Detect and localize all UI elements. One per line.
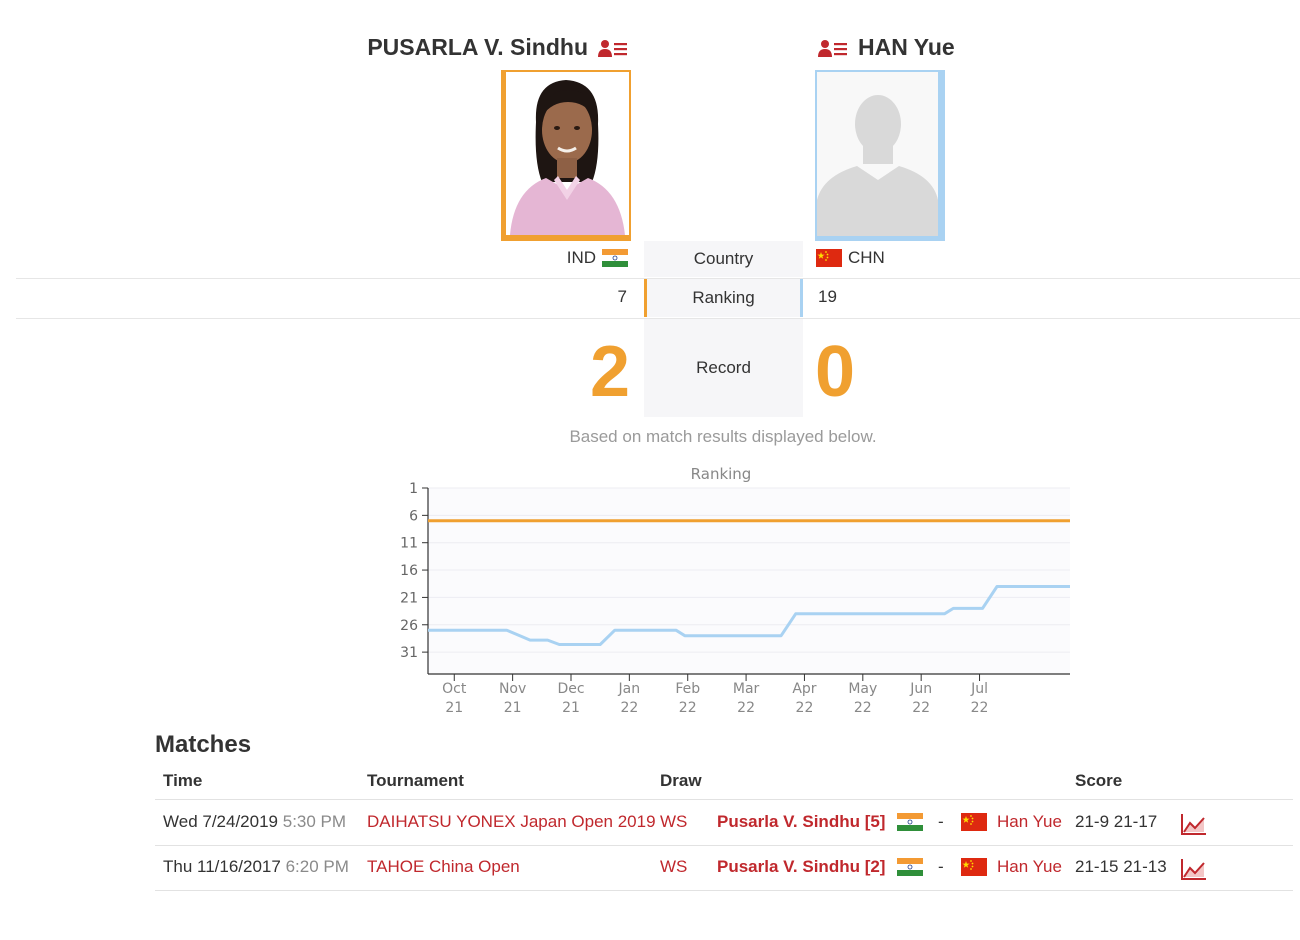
- chart-y-tick-label: 21: [400, 590, 418, 606]
- chart-x-tick-year: 22: [971, 700, 989, 716]
- ranking-chart: Ranking161116212631Oct21Nov21Dec21Jan22F…: [400, 465, 1070, 716]
- chart-x-tick-month: Nov: [499, 681, 526, 697]
- chart-x-tick-month: Apr: [792, 681, 816, 697]
- player2-country-code: CHN: [848, 248, 885, 267]
- player1-record: 2: [589, 332, 630, 412]
- china-flag-icon: [961, 813, 987, 831]
- player2-record: 0: [815, 332, 856, 412]
- chart-x-tick-month: Mar: [733, 681, 760, 697]
- player1-profile-icon[interactable]: [598, 38, 628, 58]
- match-time: 5:30 PM: [282, 812, 347, 831]
- india-flag-icon: [602, 249, 628, 267]
- record-label: Record: [644, 319, 803, 417]
- chart-link-icon[interactable]: [1180, 812, 1208, 836]
- chart-x-tick-year: 22: [912, 700, 930, 716]
- header-time: Time: [163, 771, 203, 790]
- chart-y-tick-label: 31: [400, 645, 418, 661]
- match-time: 6:20 PM: [285, 857, 349, 876]
- player1-photo-illustration: [506, 72, 629, 235]
- chart-y-tick-label: 26: [400, 618, 418, 634]
- chart-x-tick-year: 21: [445, 700, 463, 716]
- match-datetime: Wed 7/24/2019 5:30 PM: [163, 812, 346, 832]
- chart-x-tick-year: 22: [620, 700, 638, 716]
- chart-link-icon[interactable]: [1180, 857, 1208, 881]
- match-draw-link[interactable]: WS: [660, 812, 688, 831]
- silhouette-icon: [817, 72, 938, 236]
- chart-series-player2: [428, 585, 1070, 646]
- row-divider: [16, 318, 1300, 319]
- record-note: Based on match results displayed below.: [569, 427, 877, 446]
- match-date: Wed 7/24/2019: [163, 812, 278, 831]
- header-score: Score: [1075, 771, 1123, 790]
- chart-y-tick-label: 6: [409, 508, 418, 524]
- match-separator: -: [938, 812, 944, 831]
- chart-plot-area: [428, 488, 1070, 674]
- china-flag-icon: [816, 249, 842, 267]
- match-draw-link[interactable]: WS: [660, 857, 688, 876]
- match-date: Thu 11/16/2017: [163, 857, 281, 876]
- table-divider: [155, 799, 1293, 800]
- player1-country-code: IND: [566, 248, 596, 267]
- chart-x-tick-month: Jul: [970, 681, 988, 697]
- chart-x-tick-year: 22: [854, 700, 872, 716]
- player2-name[interactable]: HAN Yue: [858, 34, 955, 60]
- chart-x-tick-year: 22: [679, 700, 697, 716]
- india-flag-icon: [897, 858, 923, 876]
- country-label: Country: [644, 241, 803, 277]
- match-tournament-link[interactable]: TAHOE China Open: [367, 857, 520, 876]
- row-divider: [16, 278, 1300, 279]
- player2-header: HAN Yue: [818, 34, 955, 61]
- chart-y-tick-label: 16: [400, 563, 418, 579]
- player1-country: IND: [567, 248, 628, 268]
- player1-name[interactable]: PUSARLA V. Sindhu: [367, 34, 588, 60]
- chart-x-tick-year: 22: [796, 700, 814, 716]
- chart-x-tick-month: Jan: [618, 681, 641, 697]
- chart-y-tick-label: 1: [409, 481, 418, 497]
- chart-title: Ranking: [691, 465, 752, 483]
- player2-profile-icon[interactable]: [818, 38, 848, 58]
- matches-title: Matches: [155, 731, 252, 758]
- chart-x-tick-year: 21: [562, 700, 580, 716]
- match-score: 21-9 21-17: [1075, 812, 1158, 831]
- table-divider: [155, 890, 1293, 891]
- chart-x-tick-month: Dec: [557, 681, 584, 697]
- chart-x-tick-month: Jun: [909, 681, 932, 697]
- chart-x-tick-year: 22: [737, 700, 755, 716]
- chart-x-tick-year: 21: [504, 700, 522, 716]
- match-player1-link[interactable]: Pusarla V. Sindhu [5]: [717, 812, 886, 831]
- player2-country: CHN: [816, 248, 885, 268]
- player2-ranking: 19: [818, 287, 837, 306]
- chart-x-tick-month: May: [848, 681, 877, 697]
- match-tournament-link[interactable]: DAIHATSU YONEX Japan Open 2019: [367, 812, 656, 831]
- table-divider: [155, 845, 1293, 846]
- chart-x-tick-month: Oct: [442, 681, 467, 697]
- match-score: 21-15 21-13: [1075, 857, 1167, 876]
- match-datetime: Thu 11/16/2017 6:20 PM: [163, 857, 349, 877]
- china-flag-icon: [961, 858, 987, 876]
- header-tournament: Tournament: [367, 771, 464, 790]
- match-player2-link[interactable]: Han Yue: [997, 812, 1062, 831]
- match-player1-link[interactable]: Pusarla V. Sindhu [2]: [717, 857, 886, 876]
- chart-y-tick-label: 11: [400, 536, 418, 552]
- player1-header: PUSARLA V. Sindhu: [367, 34, 628, 61]
- player2-photo-placeholder: [815, 70, 945, 241]
- match-separator: -: [938, 857, 944, 876]
- player1-ranking: 7: [617, 287, 627, 306]
- header-draw: Draw: [660, 771, 702, 790]
- chart-x-tick-month: Feb: [675, 681, 700, 697]
- india-flag-icon: [897, 813, 923, 831]
- ranking-label: Ranking: [644, 279, 803, 317]
- match-player2-link[interactable]: Han Yue: [997, 857, 1062, 876]
- player1-photo: [501, 70, 631, 241]
